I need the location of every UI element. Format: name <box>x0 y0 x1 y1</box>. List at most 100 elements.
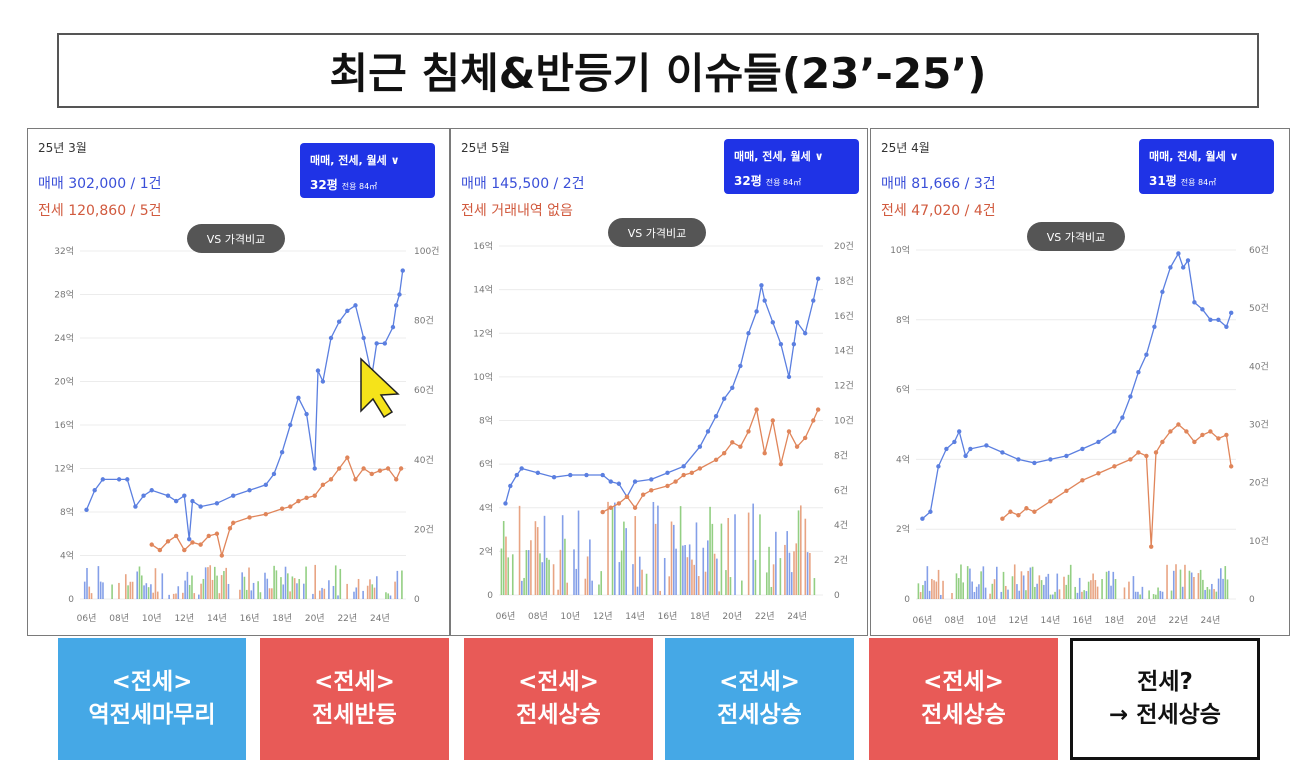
volume-bar <box>709 506 711 595</box>
sale-point <box>125 477 130 482</box>
sale-point <box>271 471 277 477</box>
volume-bar <box>223 571 225 599</box>
volume-bar <box>1011 576 1014 599</box>
volume-bar <box>957 578 960 599</box>
volume-bar <box>1063 576 1065 599</box>
jeonse-point <box>361 466 366 471</box>
panel-date: 25년 5월 <box>461 141 510 155</box>
volume-bar <box>396 570 399 599</box>
y-left-tick-label: 0 <box>68 595 74 605</box>
sale-point <box>791 341 797 347</box>
y-left-tick-label: 8억 <box>479 415 493 427</box>
jeonse-point <box>398 466 404 471</box>
sale-point <box>1224 324 1229 329</box>
page-title: 최근 침체&반등기 이슈들(23’-25’) <box>329 49 987 98</box>
volume-bar <box>259 592 262 599</box>
tag-line2: 전세상승 <box>717 702 802 728</box>
tag-line2: → 전세상승 <box>1109 702 1221 728</box>
filter-badge[interactable]: 매매, 전세, 월세 ∨ 32평 전용 84㎡ <box>300 143 435 198</box>
sale-point <box>328 335 334 341</box>
volume-bar <box>804 518 807 595</box>
filter-badge[interactable]: 매매, 전세, 월세 ∨ 32평 전용 84㎡ <box>724 139 859 194</box>
y-right-tick-label: 40건 <box>414 455 434 466</box>
jeonse-point <box>794 444 800 449</box>
volume-bar <box>752 503 754 595</box>
volume-bar <box>768 546 770 595</box>
jeonse-point <box>377 468 383 473</box>
chevron-down-icon: ∨ <box>1229 150 1239 163</box>
volume-bar <box>346 583 348 599</box>
x-tick-label: 08년 <box>109 613 129 624</box>
jeonse-point <box>746 429 751 434</box>
volume-bar <box>204 567 207 599</box>
sale-point <box>320 379 326 384</box>
y-left-tick-label: 20억 <box>54 376 74 388</box>
tag-box-4: <전세> 전세상승 <box>665 638 854 760</box>
volume-bar <box>168 594 170 599</box>
jeonse-point <box>1000 516 1005 521</box>
volume-bar <box>312 593 314 599</box>
volume-bar <box>991 583 994 599</box>
volume-bar <box>806 552 809 595</box>
volume-bar <box>734 514 736 595</box>
volume-bar <box>1155 594 1157 599</box>
jeonse-point <box>665 483 670 489</box>
volume-bar <box>1047 573 1050 599</box>
jeonse-summary: 전세 120,860 / 5건 <box>38 203 162 219</box>
volume-bar <box>321 587 323 599</box>
volume-bar <box>1074 586 1076 599</box>
sale-point <box>304 411 309 417</box>
volume-bar <box>218 593 221 599</box>
sale-point <box>730 385 735 390</box>
y-right-tick-label: 20건 <box>414 524 434 535</box>
y-left-tick-label: 12억 <box>54 463 74 475</box>
jeonse-point <box>754 407 759 412</box>
x-tick-label: 18년 <box>1105 615 1125 626</box>
sale-point <box>762 298 767 303</box>
volume-bar <box>1016 584 1018 599</box>
volume-bar <box>284 566 287 599</box>
y-right-tick-label: 10건 <box>1249 536 1269 547</box>
volume-bar <box>248 567 250 599</box>
sale-point <box>1192 300 1197 305</box>
volume-bar <box>975 586 978 599</box>
volume-bar <box>1217 578 1220 599</box>
volume-bar <box>318 590 321 599</box>
vs-compare-button[interactable]: VS 가격비교 <box>187 224 285 253</box>
volume-bar <box>788 552 791 595</box>
y-right-tick-label: 60건 <box>414 385 434 396</box>
chart-panel-3: 0 2억 4억 6억 8억 10억 0 10건 20건 30건 40건 50건 60건 06년 08년 10년… <box>870 128 1290 636</box>
filter-badge[interactable]: 매매, 전세, 월세 ∨ 31평 전용 84㎡ <box>1139 139 1274 194</box>
volume-bar <box>775 531 777 595</box>
volume-bar <box>145 583 148 599</box>
volume-bar <box>1096 586 1099 599</box>
chart-panel-1: 0 4억 8억 12억 16억 20억 24억 28억 32억 0 20건 40건 60건 80건 100건… <box>27 128 450 636</box>
volume-bar <box>99 581 102 599</box>
volume-bar <box>387 593 390 599</box>
sale-point <box>1048 457 1053 462</box>
volume-bar <box>507 557 510 595</box>
vs-compare-button[interactable]: VS 가격비교 <box>1027 222 1125 251</box>
vs-compare-button[interactable]: VS 가격비교 <box>608 218 706 247</box>
volume-bar <box>772 564 775 595</box>
volume-bar <box>747 512 750 595</box>
x-tick-label: 16년 <box>1073 615 1093 626</box>
volume-bar <box>620 550 623 595</box>
volume-bar <box>209 565 212 599</box>
sale-point <box>390 324 396 330</box>
volume-bar <box>86 567 88 599</box>
sale-point <box>116 477 122 482</box>
volume-bar <box>1139 594 1141 599</box>
volume-bar <box>686 557 689 595</box>
volume-bar <box>693 564 695 595</box>
sale-point <box>968 446 973 452</box>
tag-box-6: 전세? → 전세상승 <box>1070 638 1260 760</box>
sale-point <box>632 479 638 484</box>
jeonse-point <box>206 533 211 539</box>
tag-line1: 전세? <box>1137 668 1193 695</box>
jeonse-point <box>713 457 719 462</box>
x-tick-label: 12년 <box>593 611 613 622</box>
jeonse-price-line <box>602 407 819 513</box>
volume-bar <box>271 588 273 599</box>
sale-point <box>315 368 321 373</box>
